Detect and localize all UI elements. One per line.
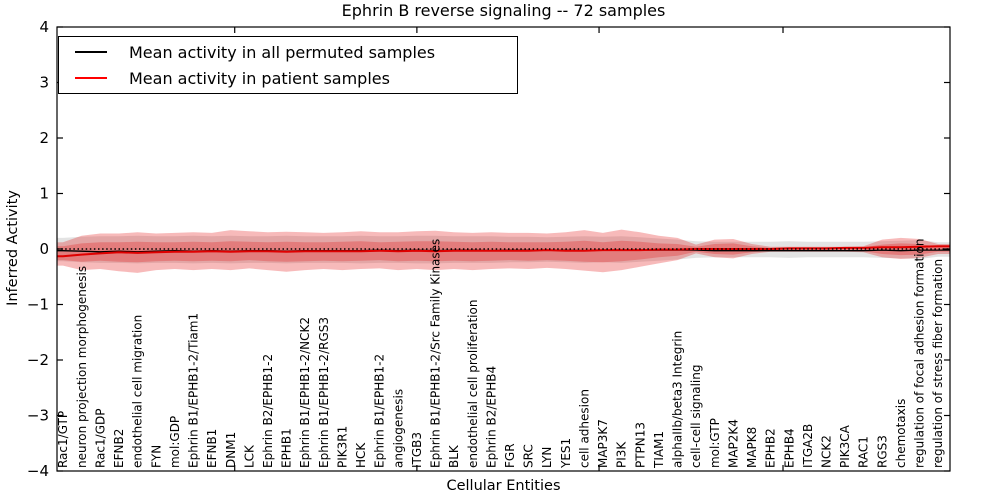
x-category-label: EPHB4	[782, 428, 796, 468]
y-tick-label: −3	[27, 407, 49, 425]
legend-entry-patient: Mean activity in patient samples	[75, 69, 517, 88]
x-category-label: regulation of focal adhesion formation	[913, 239, 927, 468]
x-category-label: Ephrin B2/EPHB4	[484, 366, 498, 468]
x-category-label: MAP3K7	[596, 419, 610, 468]
x-category-label: Ephrin B1/EPHB1-2/NCK2	[298, 317, 312, 468]
y-tick-label: 3	[39, 74, 49, 92]
x-category-label: SRC	[522, 444, 536, 468]
x-category-label: RAC1	[857, 436, 871, 468]
x-category-label: MAP2K4	[726, 419, 740, 468]
x-category-label: HCK	[354, 442, 368, 468]
x-category-label: PIK3R1	[335, 426, 349, 468]
x-category-label: angiogenesis	[391, 389, 405, 468]
patient-line-swatch	[75, 77, 107, 79]
x-category-label: NCK2	[819, 435, 833, 468]
legend-label-permuted: Mean activity in all permuted samples	[129, 42, 436, 62]
permuted-line-swatch	[75, 51, 107, 53]
x-category-label: EPHB2	[764, 428, 778, 468]
x-category-label: Rac1/GTP	[56, 411, 70, 468]
x-category-label: PTPN13	[633, 422, 647, 468]
x-category-label: cell adhesion	[577, 389, 591, 468]
y-axis-label: Inferred Activity	[5, 190, 21, 306]
x-category-label: EFNB2	[112, 429, 126, 468]
x-category-label: PIK3CA	[838, 424, 852, 468]
x-category-label: endothelial cell migration	[131, 315, 145, 468]
legend-entry-permuted: Mean activity in all permuted samples	[75, 43, 517, 62]
x-category-label: Ephrin B1/EPHB1-2/Src Family Kinases	[429, 239, 443, 468]
x-category-label: mol:GTP	[708, 418, 722, 468]
x-category-label: endothelial cell proliferation	[466, 300, 480, 468]
band-permuted-samples-spread	[57, 235, 950, 264]
x-category-label: LYN	[540, 447, 554, 468]
x-category-label: alphaIIb/beta3 Integrin	[671, 331, 685, 468]
y-tick-label: 1	[39, 185, 49, 203]
y-tick-label: −1	[27, 296, 49, 314]
x-category-label: DNM1	[224, 432, 238, 468]
x-category-label: regulation of stress fiber formation	[931, 259, 945, 468]
x-category-label: BLK	[447, 444, 461, 468]
x-category-label: EFNB1	[205, 429, 219, 468]
x-category-label: Ephrin B1/EPHB1-2	[373, 354, 387, 468]
x-category-label: Ephrin B1/EPHB1-2/RGS3	[317, 317, 331, 468]
x-category-label: TIAM1	[652, 431, 666, 469]
y-tick-label: 4	[39, 18, 49, 36]
x-category-label: LCK	[242, 444, 256, 468]
x-category-label: chemotaxis	[894, 399, 908, 468]
chart-title: Ephrin B reverse signaling -- 72 samples	[341, 1, 666, 20]
y-tick-label: 0	[39, 240, 49, 258]
x-category-label: MAPK8	[745, 427, 759, 468]
x-category-label: RGS3	[875, 435, 889, 468]
legend-box: Mean activity in all permuted samples Me…	[58, 36, 518, 94]
x-category-label: neuron projection morphogenesis	[75, 266, 89, 468]
x-category-label: ITGB3	[410, 432, 424, 468]
x-category-label: Rac1/GDP	[93, 409, 107, 468]
legend-label-patient: Mean activity in patient samples	[129, 68, 390, 88]
x-category-label: PI3K	[615, 441, 629, 468]
x-category-label: EPHB1	[280, 428, 294, 468]
x-category-label: ITGA2B	[801, 424, 815, 468]
y-tick-label: −2	[27, 351, 49, 369]
y-tick-label: −4	[27, 462, 49, 480]
x-category-label: FGR	[503, 443, 517, 468]
x-category-label: Ephrin B2/EPHB1-2	[261, 354, 275, 468]
x-category-label: cell-cell signaling	[689, 365, 703, 469]
y-tick-label: 2	[39, 129, 49, 147]
x-category-label: YES1	[559, 438, 573, 469]
x-axis-label: Cellular Entities	[446, 478, 561, 494]
x-category-label: Ephrin B1/EPHB1-2/Tiam1	[187, 313, 201, 468]
x-category-label: mol:GDP	[168, 416, 182, 468]
x-category-label: FYN	[149, 445, 163, 468]
